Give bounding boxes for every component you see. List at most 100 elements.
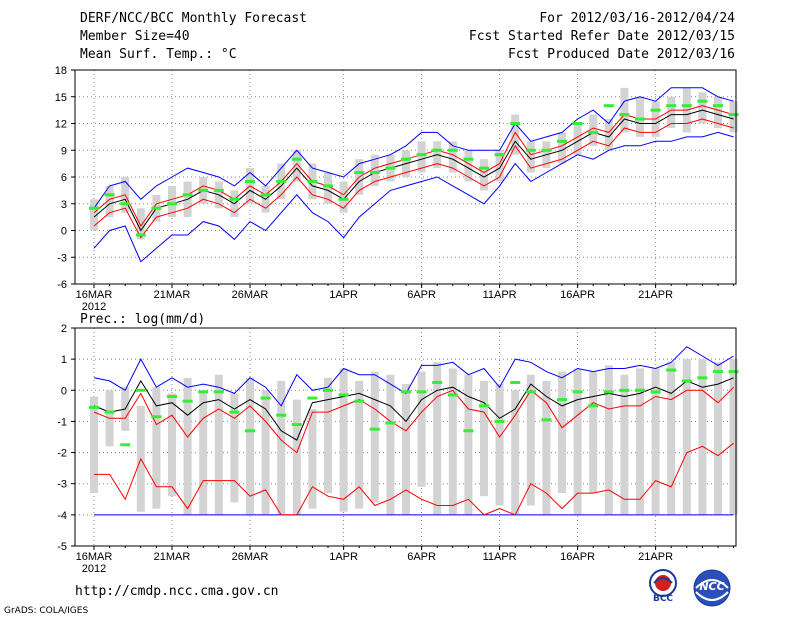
observed-marker [588, 130, 599, 134]
observed-marker [229, 410, 240, 414]
ensemble-box [558, 132, 566, 164]
series-ensemble-mean [93, 377, 734, 441]
observed-marker [666, 104, 677, 108]
ensemble-box [183, 377, 192, 515]
y-tick-label: -4 [57, 510, 67, 522]
observed-marker [697, 99, 708, 103]
observed-marker [572, 390, 583, 394]
observed-marker [120, 202, 131, 206]
observed-marker [432, 148, 443, 152]
observed-marker [245, 179, 255, 183]
observed-marker [447, 148, 458, 152]
observed-marker [260, 193, 271, 197]
ensemble-box [511, 390, 520, 515]
ensemble-box [480, 159, 488, 191]
observed-marker [635, 117, 645, 121]
x-tick-label: 21MAR [154, 289, 191, 301]
observed-marker [557, 139, 567, 143]
x-tick-label: 21APR [638, 551, 673, 563]
ensemble-box [542, 380, 551, 515]
ensemble-box [714, 362, 722, 515]
ensemble-box [667, 96, 676, 128]
ensemble-box [339, 368, 348, 512]
ensemble-box [698, 359, 707, 515]
observed-marker [369, 171, 380, 175]
ensemble-box [495, 384, 504, 506]
observed-marker [510, 381, 521, 384]
observed-marker [619, 388, 630, 392]
y-tick-label: -5 [57, 541, 67, 553]
ensemble-box [199, 390, 208, 515]
x-tick-label: 16MAR [76, 289, 113, 301]
observed-marker [276, 179, 287, 183]
ensemble-box [417, 141, 426, 173]
ensemble-box [636, 96, 644, 137]
observed-marker [494, 153, 505, 157]
series-ensemble-mean [93, 109, 734, 232]
observed-marker [681, 104, 692, 108]
ensemble-box [292, 150, 301, 182]
ensemble-box [417, 371, 426, 487]
x-tick-label: 1APR [329, 289, 358, 301]
x-tick-label: 26MAR [232, 289, 269, 301]
observed-marker [323, 184, 333, 188]
y-tick-label: 15 [55, 92, 67, 104]
y-tick-label: 2 [61, 323, 67, 335]
ensemble-box [261, 390, 270, 515]
observed-marker [198, 390, 209, 394]
ensemble-box [526, 141, 535, 173]
observed-marker [291, 423, 302, 427]
observed-marker [135, 233, 146, 237]
ensemble-box [386, 374, 395, 515]
observed-marker [354, 399, 365, 403]
y-tick-label: 1 [61, 354, 67, 366]
x-tick-label: 16APR [560, 289, 595, 301]
ensemble-box [667, 362, 676, 515]
observed-marker [650, 390, 661, 394]
observed-marker [432, 381, 443, 384]
ensemble-box [620, 374, 629, 515]
observed-marker [89, 206, 99, 210]
ensemble-box [324, 377, 332, 494]
observed-marker [401, 157, 411, 161]
x-tick-label: 6APR [407, 551, 436, 563]
observed-marker [463, 157, 474, 161]
observed-marker [479, 404, 489, 408]
x-tick-year: 2012 [82, 301, 106, 313]
ncc-logo: NCC [690, 568, 734, 608]
series-lower-inner [93, 118, 734, 239]
ensemble-box [558, 371, 566, 494]
ensemble-box [573, 123, 582, 155]
ensemble-box [604, 365, 613, 515]
y-tick-label: -3 [57, 252, 67, 264]
observed-marker [572, 122, 583, 125]
observed-marker [338, 197, 349, 201]
observed-marker [213, 390, 224, 394]
forecast-started-label: Fcst Started Refer Date 2012/03/15 [468, 29, 735, 44]
ensemble-box [277, 380, 286, 515]
ensemble-box [526, 374, 535, 506]
source-url[interactable]: http://cmdp.ncc.cma.gov.cn [75, 584, 279, 599]
observed-marker [635, 388, 645, 392]
observed-marker [135, 388, 146, 392]
observed-marker [245, 429, 255, 433]
observed-marker [401, 390, 411, 394]
observed-marker [463, 429, 474, 433]
observed-marker [182, 193, 193, 197]
observed-marker [213, 188, 224, 192]
x-tick-label: 16MAR [76, 551, 113, 563]
observed-marker [229, 197, 240, 201]
x-tick-label: 11APR [483, 551, 517, 563]
ensemble-box [246, 377, 254, 515]
y-tick-label: 0 [61, 385, 67, 397]
series-upper-outer [93, 87, 734, 209]
ensemble-box [448, 141, 457, 173]
observed-marker [354, 171, 365, 175]
ensemble-box [168, 185, 176, 218]
ensemble-box [402, 384, 410, 515]
ensemble-box [355, 380, 364, 509]
ensemble-box [230, 393, 239, 503]
ensemble-box [448, 368, 457, 515]
observed-marker [510, 122, 521, 125]
